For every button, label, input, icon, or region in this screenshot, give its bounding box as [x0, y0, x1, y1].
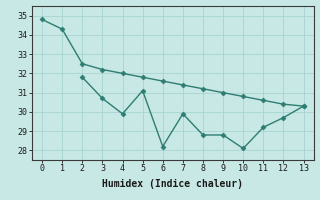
X-axis label: Humidex (Indice chaleur): Humidex (Indice chaleur) — [102, 179, 243, 189]
